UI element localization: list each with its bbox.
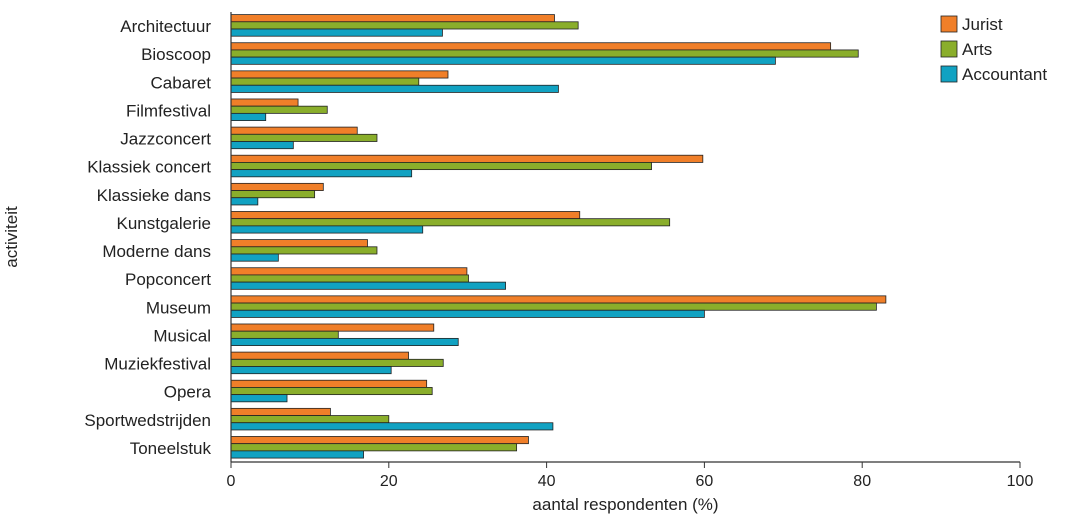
bar-accountant-4 xyxy=(230,141,294,150)
bar-arts-2 xyxy=(230,77,420,86)
bar-arts-4 xyxy=(230,133,378,142)
bar-jurist-3 xyxy=(230,98,299,107)
bar-accountant-9 xyxy=(230,281,506,290)
category-label: Kunstgalerie xyxy=(116,214,211,233)
bars-group xyxy=(230,14,887,459)
x-tick-label: 80 xyxy=(853,473,871,490)
bar-accountant-11 xyxy=(230,337,459,346)
bar-accountant-8 xyxy=(230,253,279,262)
legend-label-jurist: Jurist xyxy=(962,15,1003,34)
x-axis-label: aantal respondenten (%) xyxy=(532,495,718,514)
bar-arts-11 xyxy=(230,330,339,339)
bar-jurist-5 xyxy=(230,154,704,163)
legend-swatch-accountant xyxy=(940,65,958,83)
bar-arts-5 xyxy=(230,162,652,171)
bar-jurist-14 xyxy=(230,407,331,416)
legend-label-arts: Arts xyxy=(962,40,992,59)
x-tick-label: 0 xyxy=(227,473,236,490)
bar-jurist-15 xyxy=(230,436,529,445)
bar-jurist-8 xyxy=(230,239,368,248)
category-label: Architectuur xyxy=(120,17,211,36)
category-label: Klassieke dans xyxy=(97,186,211,205)
bar-arts-12 xyxy=(230,358,444,367)
bar-jurist-11 xyxy=(230,323,435,332)
category-label: Filmfestival xyxy=(126,101,211,120)
bar-arts-10 xyxy=(230,302,877,311)
bar-jurist-0 xyxy=(230,14,555,23)
bar-arts-0 xyxy=(230,21,579,30)
bar-arts-7 xyxy=(230,218,671,227)
bar-jurist-7 xyxy=(230,211,581,220)
category-label: Moderne dans xyxy=(102,242,211,261)
bar-arts-13 xyxy=(230,387,433,396)
legend-swatch-jurist xyxy=(940,15,958,33)
x-tick-label: 40 xyxy=(538,473,556,490)
bar-accountant-6 xyxy=(230,197,259,206)
x-tick-label: 100 xyxy=(1007,473,1034,490)
bar-arts-15 xyxy=(230,443,518,452)
x-tick-label: 60 xyxy=(696,473,714,490)
category-label: Museum xyxy=(146,298,211,317)
category-label: Sportwedstrijden xyxy=(84,411,211,430)
bar-accountant-3 xyxy=(230,112,267,121)
bar-jurist-10 xyxy=(230,295,887,304)
bar-accountant-13 xyxy=(230,394,288,403)
bar-jurist-1 xyxy=(230,42,832,51)
y-axis-label: activiteit xyxy=(2,206,21,268)
category-label: Jazzconcert xyxy=(120,130,211,149)
x-ticks: 0 20 40 60 80 100 xyxy=(227,462,1034,490)
category-label: Muziekfestival xyxy=(104,355,211,374)
bar-accountant-0 xyxy=(230,28,443,37)
legend-swatch-arts xyxy=(940,40,958,58)
bar-jurist-4 xyxy=(230,126,358,135)
bar-accountant-14 xyxy=(230,422,554,431)
bar-jurist-13 xyxy=(230,379,428,388)
bar-arts-6 xyxy=(230,190,316,199)
x-tick-label: 20 xyxy=(380,473,398,490)
bar-accountant-2 xyxy=(230,84,559,93)
bar-arts-9 xyxy=(230,274,469,283)
bar-accountant-10 xyxy=(230,309,705,318)
bar-jurist-6 xyxy=(230,182,324,191)
category-label: Klassiek concert xyxy=(87,158,211,177)
bar-accountant-5 xyxy=(230,169,413,178)
category-label: Bioscoop xyxy=(141,45,211,64)
category-label: Toneelstuk xyxy=(130,439,212,458)
bar-arts-8 xyxy=(230,246,378,255)
bar-jurist-2 xyxy=(230,70,449,79)
bar-accountant-12 xyxy=(230,366,392,375)
bar-accountant-1 xyxy=(230,56,776,65)
bar-arts-1 xyxy=(230,49,859,58)
category-label: Musical xyxy=(153,326,211,345)
category-labels: Architectuur Bioscoop Cabaret Filmfestival J… xyxy=(84,17,211,458)
bar-jurist-9 xyxy=(230,267,468,276)
bar-jurist-12 xyxy=(230,351,409,360)
bar-arts-14 xyxy=(230,415,390,424)
category-label: Opera xyxy=(164,383,212,402)
bar-accountant-7 xyxy=(230,225,424,234)
category-label: Cabaret xyxy=(151,73,212,92)
bar-accountant-15 xyxy=(230,450,364,459)
category-label: Popconcert xyxy=(125,270,211,289)
legend: Jurist Arts Accountant xyxy=(940,15,1047,84)
legend-label-accountant: Accountant xyxy=(962,65,1047,84)
bar-arts-3 xyxy=(230,105,328,114)
